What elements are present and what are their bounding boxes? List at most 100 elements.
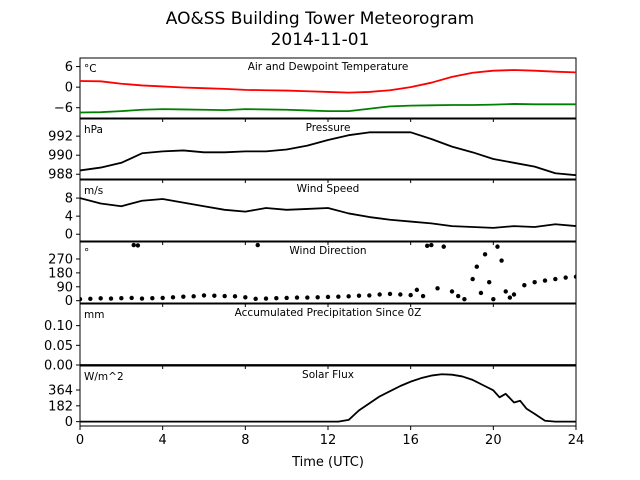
x-tick-label: 16	[402, 433, 419, 448]
data-point	[181, 294, 186, 299]
data-point	[474, 264, 479, 269]
y-tick-label: 180	[48, 266, 73, 281]
data-point	[263, 296, 269, 301]
data-point	[387, 291, 393, 297]
panel-0: 6 0 −6 °C Air and Dewpoint Temperature	[54, 57, 577, 122]
y-tick-label: 990	[48, 149, 73, 164]
data-point	[191, 294, 196, 299]
panel-title: Solar Flux	[302, 369, 354, 381]
y-tick-label: 0	[65, 415, 73, 430]
y-tick-label: 0.10	[44, 319, 73, 334]
data-point	[119, 296, 124, 301]
panel-title: Accumulated Precipitation Since 0Z	[235, 307, 422, 319]
panel-title: Wind Speed	[297, 183, 360, 195]
data-point	[129, 295, 134, 301]
x-tick-label: 20	[485, 433, 502, 448]
data-point	[131, 242, 136, 248]
data-point	[255, 242, 260, 248]
unit-label: m/s	[84, 185, 103, 197]
data-point	[325, 294, 331, 300]
series-group	[80, 131, 576, 177]
chart-panels: 6 0 −6 °C Air and Dewpoint Temperature 992 990…	[44, 57, 577, 430]
data-point	[80, 296, 83, 302]
data-point	[253, 296, 258, 302]
data-point	[487, 279, 492, 285]
series-line-0	[80, 131, 576, 177]
data-point	[201, 293, 207, 298]
series-line-1	[80, 103, 576, 114]
data-point	[503, 289, 508, 294]
unit-label: °	[84, 247, 89, 259]
data-point	[108, 296, 114, 301]
data-point	[377, 292, 382, 297]
data-point	[212, 293, 217, 298]
x-tick-label: 8	[241, 433, 249, 448]
data-point	[274, 296, 279, 301]
data-point	[470, 276, 475, 282]
data-point	[305, 295, 310, 300]
x-axis: 0 4 8 12 16 20 24	[76, 433, 584, 448]
panel-4: 0.10 0.05 0.00 mm Accumulated Precipitation …	[44, 303, 577, 374]
data-point	[414, 287, 420, 293]
data-point	[336, 294, 341, 299]
unit-label: W/m^2	[84, 371, 124, 383]
data-point	[495, 244, 500, 249]
data-point	[532, 279, 537, 285]
unit-label: °C	[84, 63, 97, 75]
series-group	[80, 242, 576, 302]
data-point	[420, 293, 426, 299]
data-point	[398, 292, 403, 297]
data-point	[491, 296, 496, 302]
y-tick-label: 0	[65, 81, 73, 96]
data-point	[160, 295, 165, 301]
series-group	[80, 373, 576, 423]
series-line-0	[80, 373, 576, 423]
x-tick-label: 24	[568, 433, 585, 448]
data-point	[139, 296, 145, 301]
data-point	[522, 283, 527, 288]
series-group	[80, 69, 576, 114]
unit-label: hPa	[84, 124, 103, 136]
data-point	[507, 295, 513, 300]
y-tick-label: 0	[65, 228, 73, 243]
data-point	[553, 276, 558, 282]
data-point	[511, 292, 517, 297]
data-point	[88, 296, 93, 302]
data-point	[429, 242, 434, 248]
data-point	[408, 292, 413, 298]
data-point	[563, 275, 568, 280]
panel-title: Pressure	[306, 122, 351, 134]
series-line-0	[80, 197, 576, 229]
x-tick-label: 0	[76, 433, 84, 448]
data-point	[284, 295, 289, 301]
data-point	[435, 286, 440, 291]
panel-1: 992 990 988 hPa Pressure	[48, 118, 577, 183]
data-point	[170, 295, 176, 300]
data-point	[425, 243, 430, 249]
y-tick-label: 6	[65, 60, 73, 75]
y-tick-label: 4	[65, 210, 73, 225]
data-point	[346, 294, 351, 299]
data-point	[499, 258, 504, 263]
data-point	[482, 252, 488, 257]
data-point	[573, 274, 576, 279]
panel-2: 8 4 0 m/s Wind Speed	[65, 179, 577, 245]
data-point	[449, 289, 455, 294]
y-tick-label: 0.05	[44, 339, 73, 354]
y-tick-label: 988	[48, 168, 73, 183]
figure-subtitle: 2014-11-01	[271, 30, 370, 50]
data-point	[456, 293, 461, 299]
data-point	[232, 294, 238, 299]
x-tick-label: 12	[320, 433, 337, 448]
data-point	[315, 295, 320, 300]
y-tick-label: 0.00	[44, 359, 73, 374]
y-tick-label: 90	[56, 280, 73, 295]
series-group	[80, 197, 576, 229]
data-point	[243, 295, 248, 300]
data-point	[542, 278, 548, 283]
y-tick-label: 0	[65, 294, 73, 309]
data-point	[294, 295, 300, 300]
y-tick-label: 182	[48, 399, 73, 414]
